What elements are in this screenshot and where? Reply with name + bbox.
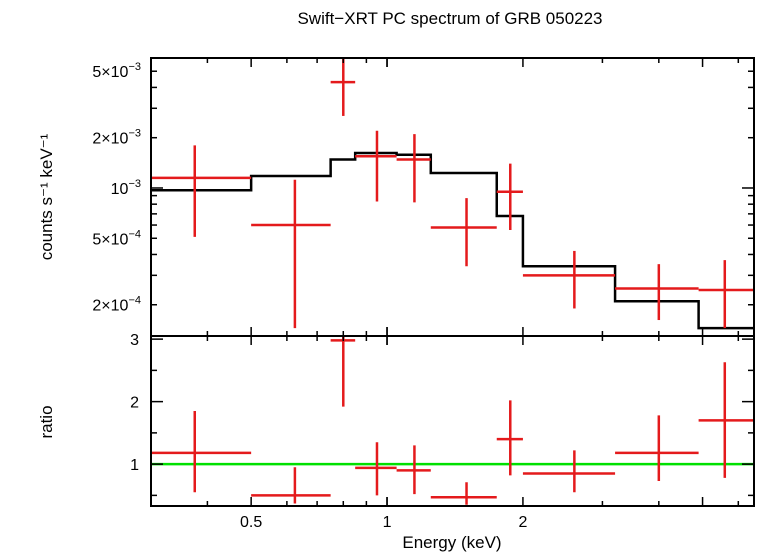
bottom-point-4 (396, 445, 431, 495)
y-axis-label-bottom: ratio (37, 405, 56, 438)
top-panel: 2×10−4 5×10−4 10−3 2×10−3 5×10−3 counts s⁻¹ … (37, 57, 755, 337)
top-point-0 (151, 145, 252, 237)
bottom-panel: 1 2 3 ratio (37, 332, 755, 507)
data-points-bottom (151, 336, 754, 505)
bottom-point-3 (355, 442, 397, 496)
x-tick-label-0: 0.5 (240, 514, 262, 531)
ticks-top (150, 57, 754, 336)
top-point-5 (430, 198, 497, 267)
y-tick-label-top-0: 2×10−4 (92, 295, 141, 315)
y-tick-label-bottom-1: 2 (130, 395, 139, 412)
y-tick-label-bottom-0: 1 (130, 457, 139, 474)
top-panel-frame (150, 57, 755, 337)
bottom-panel-frame (150, 335, 755, 507)
x-tick-label-1: 1 (383, 514, 392, 531)
bottom-point-0 (151, 411, 252, 493)
bottom-point-6 (496, 400, 523, 476)
y-axis-label-top: counts s⁻¹ keV⁻¹ (37, 133, 56, 260)
y-tick-labels-bottom: 1 2 3 (130, 332, 139, 474)
y-tick-label-top-4: 5×10−3 (92, 61, 141, 81)
top-point-7 (522, 250, 616, 309)
bottom-point-9 (698, 362, 754, 478)
x-tick-label-2: 2 (518, 514, 527, 531)
bottom-point-2 (330, 336, 356, 407)
x-tick-labels: 0.5 1 2 (240, 514, 527, 531)
ticks-bottom (150, 336, 754, 506)
bottom-point-1 (251, 467, 331, 504)
top-point-8 (615, 264, 699, 321)
top-point-2 (330, 58, 356, 116)
data-points-top (151, 58, 754, 329)
top-point-4 (396, 134, 431, 203)
bottom-point-8 (615, 415, 699, 481)
y-tick-label-bottom-2: 3 (130, 332, 139, 349)
top-point-6 (496, 163, 523, 231)
model-step-line (151, 151, 754, 330)
y-tick-label-top-3: 2×10−3 (92, 128, 141, 148)
y-tick-label-top-2: 10−3 (111, 178, 141, 198)
top-point-3 (355, 130, 397, 202)
chart-title: Swift−XRT PC spectrum of GRB 050223 (297, 9, 602, 28)
model-histogram (151, 151, 754, 330)
top-point-9 (698, 260, 754, 329)
bottom-point-5 (430, 482, 497, 505)
top-point-1 (251, 179, 331, 329)
bottom-point-7 (522, 450, 616, 493)
y-tick-label-top-1: 5×10−4 (92, 228, 141, 248)
y-tick-labels-top: 2×10−4 5×10−4 10−3 2×10−3 5×10−3 (92, 61, 141, 315)
x-axis-label: Energy (keV) (402, 533, 501, 552)
